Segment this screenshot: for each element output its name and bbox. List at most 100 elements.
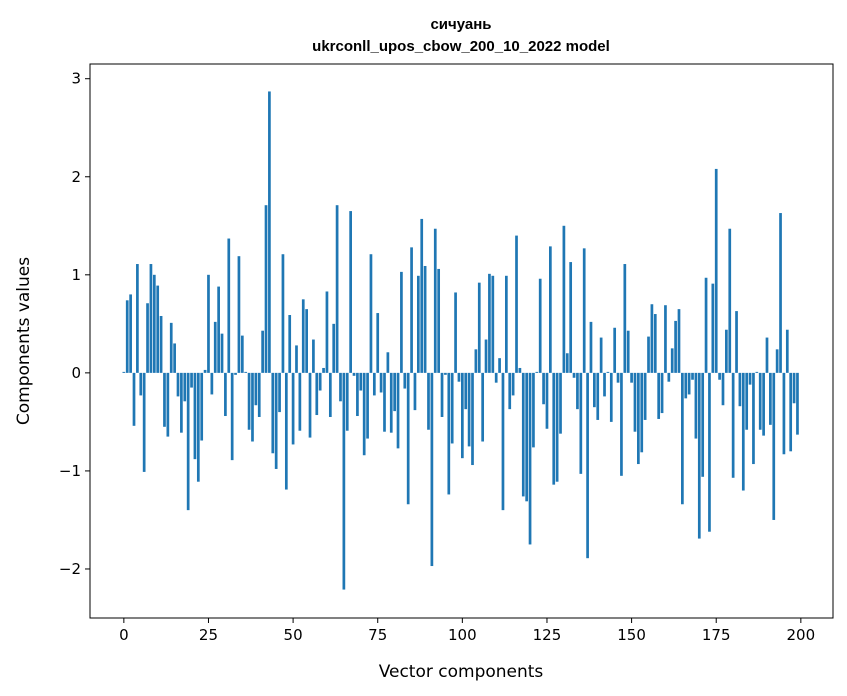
bar-41 [261, 330, 264, 373]
bar-50 [291, 372, 295, 445]
bar-84 [406, 372, 410, 505]
bar-29 [220, 333, 224, 373]
bar-172 [704, 277, 708, 373]
bar-134 [576, 372, 579, 410]
bar-61 [328, 372, 332, 417]
bar-180 [731, 372, 735, 478]
bar-51 [295, 345, 298, 373]
bar-169 [694, 372, 698, 439]
bar-101 [464, 372, 468, 410]
bar-175 [714, 168, 718, 373]
bar-53 [301, 299, 305, 373]
bar-143 [606, 371, 610, 373]
bar-65 [342, 372, 346, 590]
bar-135 [579, 372, 583, 474]
x-tick-label: 75 [368, 626, 387, 644]
bar-167 [687, 372, 691, 395]
bar-100 [460, 372, 464, 459]
bar-77 [383, 372, 386, 432]
bar-150 [630, 372, 633, 383]
bar-56 [312, 339, 315, 373]
bar-159 [660, 372, 664, 414]
bar-182 [738, 372, 742, 407]
bar-48 [284, 372, 288, 490]
bar-133 [572, 372, 576, 378]
bar-163 [674, 320, 677, 373]
bar-54 [305, 309, 308, 373]
y-axis-label: Components values [14, 257, 34, 425]
bar-27 [213, 321, 217, 373]
x-tick-label: 25 [199, 626, 218, 644]
bar-81 [396, 372, 400, 449]
bar-176 [718, 372, 721, 380]
bar-164 [677, 309, 681, 373]
bar-130 [562, 225, 566, 373]
bar-157 [653, 314, 657, 373]
bar-63 [335, 205, 339, 373]
bar-21 [193, 372, 197, 460]
bar-10 [156, 285, 160, 373]
bar-39 [254, 372, 258, 406]
bar-117 [518, 367, 522, 373]
bar-17 [180, 372, 183, 433]
bar-197 [789, 372, 793, 452]
bar-58 [318, 372, 322, 391]
bar-85 [410, 247, 413, 373]
bar-28 [217, 286, 220, 373]
bar-116 [515, 235, 518, 373]
bar-47 [281, 254, 285, 373]
bar-94 [440, 372, 444, 417]
bar-59 [322, 367, 325, 373]
bar-192 [772, 372, 776, 520]
x-tick-label: 175 [702, 626, 731, 644]
bar-32 [230, 372, 234, 461]
bar-107 [484, 339, 488, 373]
x-tick-label: 0 [119, 626, 129, 644]
bar-199 [796, 372, 799, 435]
bar-70 [359, 372, 363, 391]
y-axis: −2 −1 0 1 2 3 [59, 70, 90, 578]
bar-160 [664, 305, 667, 373]
bar-7 [146, 303, 149, 373]
bar-108 [488, 273, 491, 373]
bar-45 [274, 372, 278, 469]
bar-46 [278, 372, 281, 413]
bar-162 [670, 348, 674, 373]
bar-158 [657, 372, 661, 419]
bar-79 [389, 372, 393, 433]
bar-104 [474, 349, 478, 373]
bar-97 [450, 372, 454, 444]
bar-62 [332, 323, 336, 373]
bar-151 [633, 372, 637, 432]
bar-186 [752, 372, 755, 465]
bar-33 [234, 372, 237, 375]
bar-183 [741, 372, 745, 491]
bar-86 [413, 372, 417, 411]
bar-125 [545, 372, 549, 429]
bar-18 [183, 372, 187, 402]
bar-153 [640, 372, 644, 453]
bar-92 [433, 228, 437, 373]
bar-76 [379, 372, 383, 393]
bar-118 [521, 372, 525, 497]
bar-177 [721, 372, 725, 406]
bar-109 [491, 275, 495, 373]
bar-171 [701, 372, 705, 477]
bar-34 [237, 256, 241, 373]
bar-154 [643, 372, 647, 420]
bar-1 [125, 300, 129, 373]
bar-106 [481, 372, 485, 442]
bar-168 [691, 372, 694, 380]
x-axis-label: Vector components [379, 662, 544, 682]
bar-142 [603, 372, 606, 397]
bar-178 [725, 329, 728, 373]
bar-194 [779, 213, 782, 373]
x-axis: 0 25 50 75 100 125 150 175 200 [119, 618, 815, 644]
bar-102 [467, 372, 471, 447]
bar-112 [501, 372, 505, 511]
bar-31 [227, 238, 231, 373]
bar-121 [532, 372, 535, 448]
bar-96 [447, 372, 451, 495]
bar-66 [345, 372, 349, 431]
bars [122, 91, 799, 590]
